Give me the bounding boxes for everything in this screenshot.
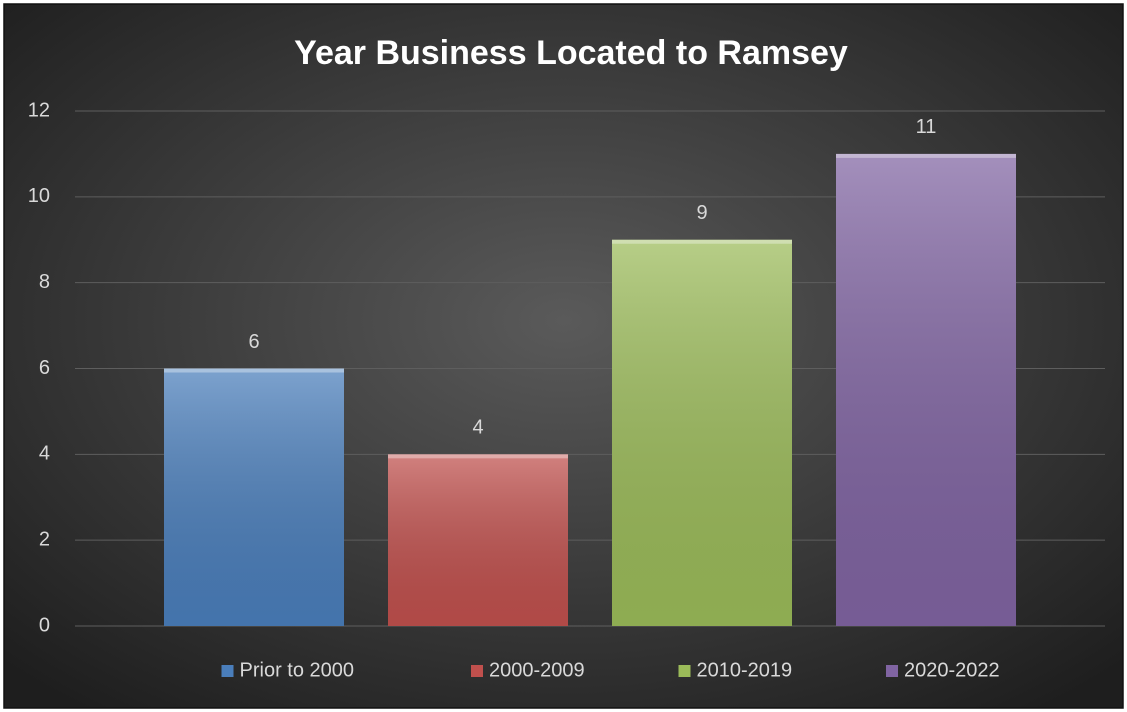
data-label: 6 xyxy=(248,331,259,353)
y-tick-label: 8 xyxy=(39,271,50,293)
y-tick-label: 2 xyxy=(39,528,50,550)
y-tick-label: 6 xyxy=(39,357,50,379)
bar-sheen xyxy=(388,454,568,626)
y-tick-label: 12 xyxy=(28,99,50,121)
legend-marker xyxy=(678,665,691,677)
bar-bevel xyxy=(612,239,792,244)
legend-marker xyxy=(886,665,898,677)
y-tick-label: 10 xyxy=(28,185,50,207)
bar-sheen xyxy=(836,153,1016,626)
legend-label: 2010-2019 xyxy=(697,659,793,681)
data-label: 4 xyxy=(472,417,483,439)
bar-bevel xyxy=(164,368,344,373)
bar-bevel xyxy=(836,153,1016,158)
data-label: 11 xyxy=(916,116,937,138)
y-tick-label: 0 xyxy=(39,614,50,636)
legend-label: 2020-2022 xyxy=(904,659,1000,681)
chart-title: Year Business Located to Ramsey xyxy=(294,34,848,72)
legend-label: 2000-2009 xyxy=(489,659,585,681)
bar-sheen xyxy=(164,368,344,626)
bar-bevel xyxy=(388,454,568,459)
legend-label: Prior to 2000 xyxy=(240,659,355,681)
legend-marker xyxy=(221,665,234,677)
y-tick-label: 4 xyxy=(39,443,50,465)
legend-marker xyxy=(471,665,483,677)
data-label: 9 xyxy=(696,202,707,224)
bar-sheen xyxy=(612,239,792,626)
